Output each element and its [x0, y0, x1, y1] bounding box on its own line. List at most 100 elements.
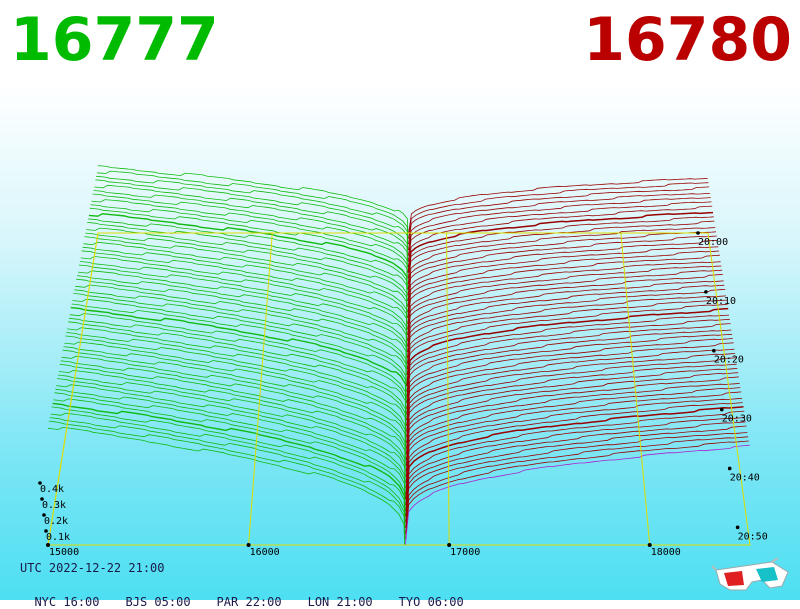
bid-depth-line — [83, 241, 408, 324]
bid-depth-line — [77, 275, 407, 364]
x-tick-dot — [46, 543, 50, 547]
ask-depth-line — [406, 342, 734, 426]
bid-depth-line — [63, 346, 406, 449]
zone-par: PAR 22:00 — [216, 595, 282, 609]
bid-depth-line — [52, 402, 406, 517]
time-tick-label: 20:20 — [714, 355, 744, 366]
ask-depth-line — [406, 295, 727, 370]
ask-depth-line — [407, 254, 720, 324]
bid-depth-line — [51, 406, 406, 523]
grid-line-16000 — [248, 232, 273, 546]
bid-depth-line — [58, 369, 406, 477]
bid-depth-line — [67, 327, 407, 426]
bid-depth-line — [85, 232, 408, 313]
x-tick-label: 15000 — [49, 547, 79, 558]
time-tick-dot — [712, 348, 716, 353]
bid-depth-line — [57, 374, 406, 483]
bid-depth-line — [73, 293, 407, 387]
bid-depth-line — [60, 360, 406, 466]
ask-depth-line — [406, 333, 733, 415]
bid-depth-line — [49, 417, 406, 534]
bid-depth-line — [97, 165, 409, 234]
ask-depth-line — [405, 391, 742, 483]
ask-depth-line — [406, 299, 727, 375]
ask-depth-line — [406, 338, 733, 421]
time-tick-label: 20:50 — [738, 531, 768, 542]
3d-glasses-icon[interactable] — [712, 558, 792, 592]
ask-depth-line — [407, 246, 719, 313]
depth-tick-label: 0.2k — [44, 516, 68, 527]
grid-line-15000 — [47, 232, 99, 546]
bid-depth-line — [55, 388, 406, 500]
bid-depth-line — [78, 264, 407, 353]
bid-depth-line — [81, 250, 408, 336]
bid-depth-line — [87, 218, 408, 296]
ask-depth-line — [408, 193, 710, 251]
zone-nyc: NYC 16:00 — [34, 595, 100, 609]
ask-depth-line — [407, 197, 711, 256]
ask-depth-line — [407, 269, 723, 341]
ask-depth-line — [407, 205, 713, 268]
x-tick-dot — [246, 543, 251, 547]
bid-depth-line — [65, 335, 407, 438]
grid-line-18000 — [620, 232, 651, 546]
bid-depth-line — [70, 306, 407, 404]
bid-depth-line — [84, 236, 408, 319]
ask-depth-line — [407, 280, 724, 353]
chart-axes: 15000 16000 17000 18000 0.1k 0.2k 0.3k 0.4k 20:0… — [38, 231, 768, 558]
bid-depth-line — [74, 289, 407, 381]
depth-tick-label: 0.4k — [40, 484, 64, 495]
ask-depth-line — [408, 182, 709, 239]
time-tick-dot — [735, 525, 740, 530]
ask-depth-line — [405, 425, 747, 523]
bid-depth-line — [62, 349, 406, 455]
bid-depth-line — [69, 313, 407, 409]
world-times: NYC 16:00 BJS 05:00 PAR 22:00 LON 21:00 TYO … — [20, 581, 490, 609]
bid-depth-line — [54, 392, 406, 506]
ask-depth-line — [407, 235, 717, 302]
ask-depth-line — [407, 239, 718, 307]
ask-depth-line — [407, 211, 714, 273]
time-tick-label: 20:00 — [698, 237, 728, 248]
bid-depth-line — [76, 278, 407, 370]
utc-time: UTC 2022-12-22 21:00 — [20, 561, 165, 575]
bid-depth-line — [61, 355, 406, 460]
x-tick-label: 18000 — [651, 547, 681, 558]
ask-depth-line — [408, 186, 710, 245]
ask-depth-line — [407, 216, 714, 279]
time-tick-dot — [696, 231, 700, 235]
ask-depth-line — [405, 387, 741, 477]
ask-depth-line — [406, 314, 730, 392]
bid-depth-line — [68, 317, 407, 415]
bid-depth-line — [97, 170, 409, 239]
bid-depth-line — [87, 222, 408, 302]
ask-depth-line — [406, 284, 725, 358]
ask-depth-line — [407, 227, 716, 290]
ask-depth-line — [405, 440, 749, 540]
bid-depth-line — [95, 179, 409, 251]
x-tick-label: 17000 — [450, 547, 480, 558]
ask-depth-line — [405, 372, 739, 460]
bid-depth-line — [59, 363, 406, 472]
ask-depth-line — [406, 289, 726, 364]
x-tick-label: 16000 — [250, 547, 280, 558]
ask-depth-line — [405, 421, 746, 517]
bid-depth-line — [94, 184, 408, 256]
bid-depth-line — [80, 256, 408, 341]
ask-depth-line — [405, 432, 748, 529]
grid-line-17000 — [446, 232, 450, 546]
ask-depth-line — [407, 265, 722, 336]
ask-depth-line — [406, 323, 731, 404]
bid-depth-line — [77, 270, 407, 358]
depth-tick-label: 0.3k — [42, 500, 66, 511]
ask-depth-line — [405, 383, 740, 472]
bid-depth-line — [50, 412, 406, 529]
bid-depth-line — [82, 246, 408, 330]
bid-depth-line — [71, 303, 407, 398]
ask-depth-line — [407, 274, 723, 347]
depth-tick-label: 0.1k — [46, 532, 70, 543]
ask-depth-line — [406, 353, 736, 438]
time-tick-label: 20:10 — [706, 296, 736, 307]
time-tick-dot — [704, 290, 708, 294]
